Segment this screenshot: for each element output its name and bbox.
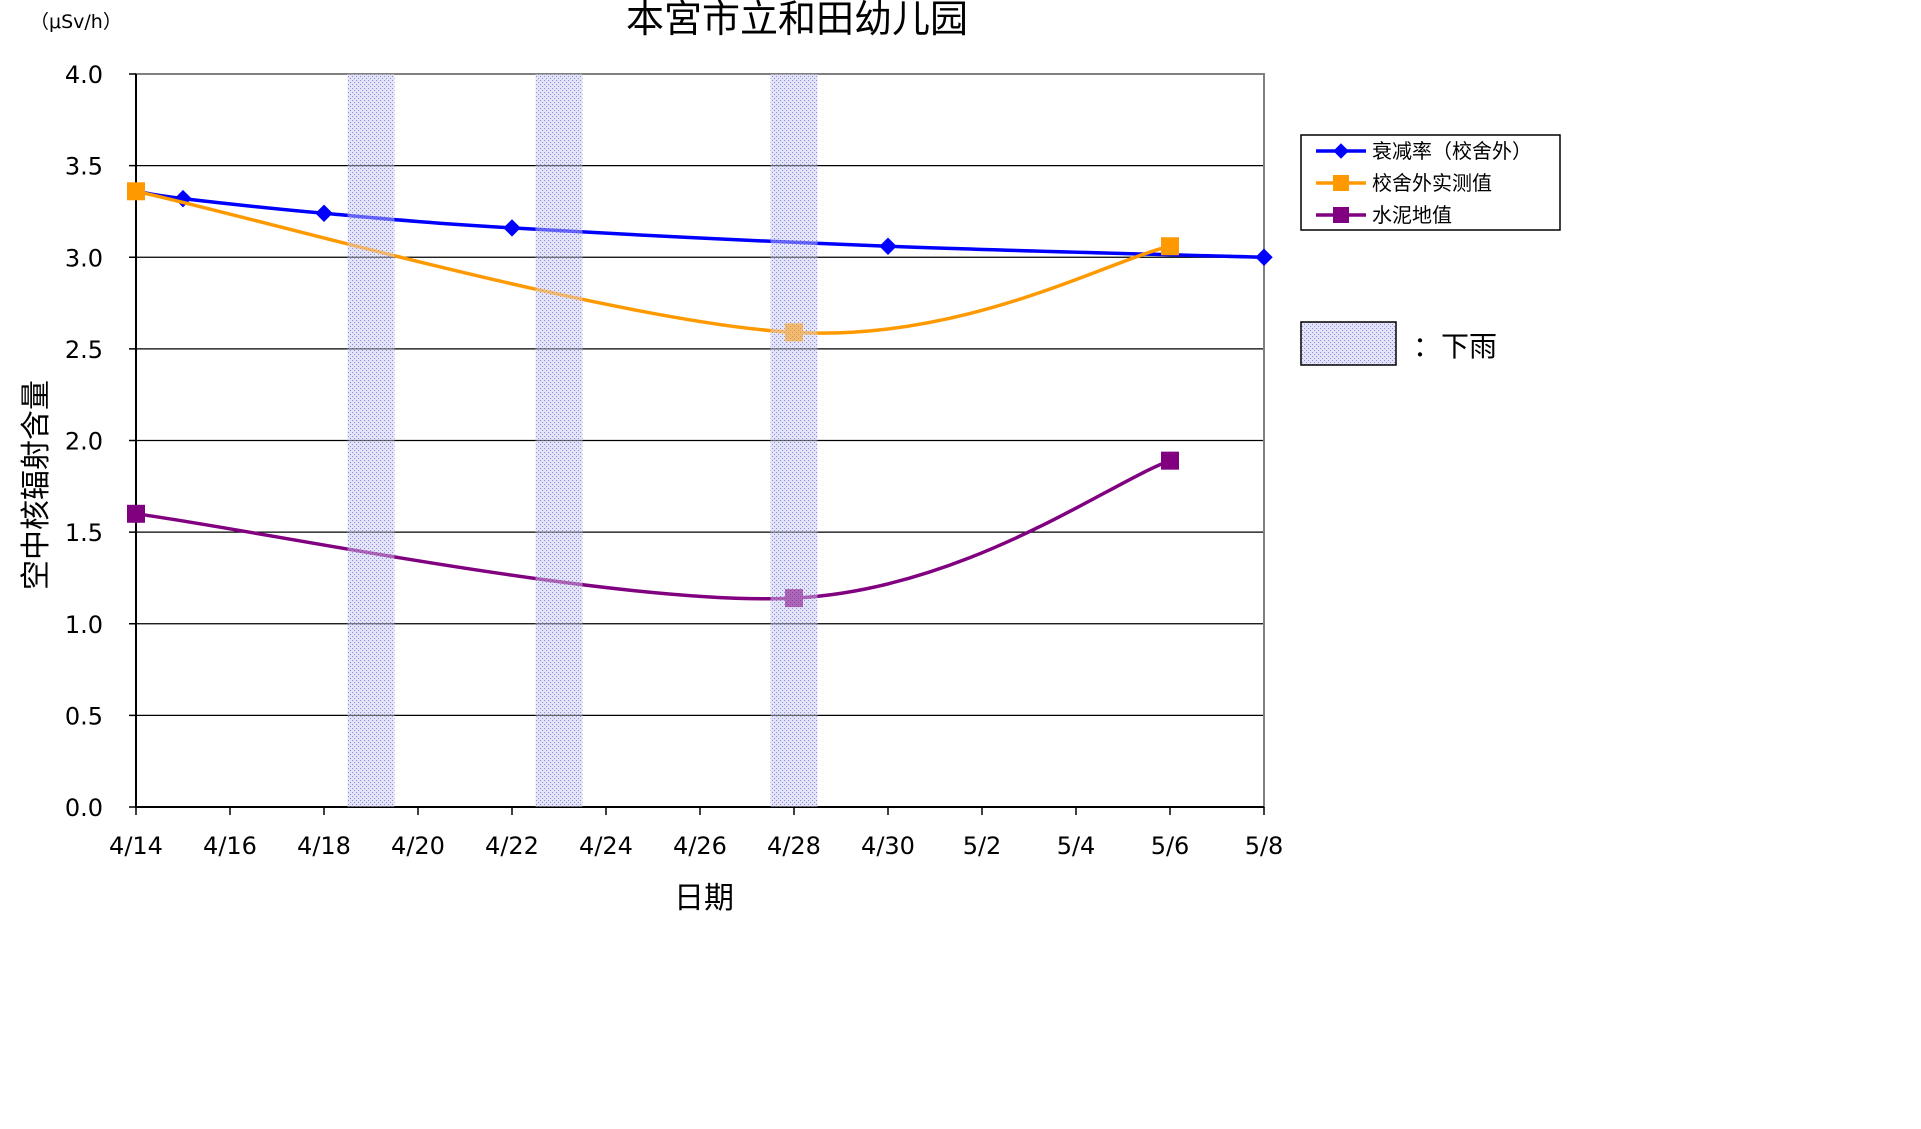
x-axis-title: 日期 — [674, 881, 734, 916]
gridlines — [136, 165, 1264, 716]
x-tick-label-4-30: 4/30 — [861, 832, 915, 860]
x-tick-label-4-24: 4/24 — [579, 832, 633, 860]
x-tick-label-5-4: 5/4 — [1057, 832, 1096, 860]
series-2-point-1 — [127, 182, 145, 201]
y-tick-label-1-5: 1.5 — [65, 519, 103, 547]
legend-marker-1 — [1333, 143, 1349, 159]
y-tick-label-0-5: 0.5 — [65, 702, 103, 730]
rain-overlay-3 — [770, 74, 818, 807]
series-line-3 — [135, 459, 1171, 601]
y-ticks: 0.0 0.5 1.0 1.5 2.0 2.5 3.0 3.5 4.0 — [65, 61, 136, 822]
y-tick-label-3-0: 3.0 — [65, 244, 103, 272]
x-tick-label-4-20: 4/20 — [391, 832, 445, 860]
rain-legend-swatch — [1300, 321, 1397, 366]
legend-label-2: 校舍外实测值 — [1372, 171, 1492, 195]
chart-title: 本宮市立和田幼儿园 — [626, 0, 968, 41]
y-tick-label-0-0: 0.0 — [65, 794, 103, 822]
rain-legend: ：下雨 — [1300, 321, 1497, 366]
series-2-point-3 — [1161, 237, 1179, 256]
x-tick-label-4-16: 4/16 — [203, 832, 257, 860]
y-axis-title: 空中核辐射含量 — [19, 380, 54, 590]
legend-label-3: 水泥地值 — [1372, 203, 1452, 227]
series — [127, 74, 1273, 807]
series-line-1 — [135, 189, 1265, 259]
y-tick-label-2-0: 2.0 — [65, 428, 103, 456]
series-1 — [127, 182, 1273, 266]
rain-overlay-2 — [535, 74, 583, 807]
series-1-point-3 — [315, 204, 333, 222]
legend-label-1: 衰减率（校舍外） — [1372, 139, 1532, 163]
chart: （μSv/h） 本宮市立和田幼儿园 0.0 0.5 1.0 1.5 2.0 2.5 3.0 3… — [19, 0, 1561, 916]
x-tick-label-4-14: 4/14 — [109, 832, 163, 860]
series-1-point-4 — [503, 219, 521, 237]
unit-label: （μSv/h） — [30, 11, 122, 33]
series-1-point-6 — [1255, 248, 1273, 266]
series-2 — [127, 182, 1179, 342]
y-tick-label-2-5: 2.5 — [65, 336, 103, 364]
legend-marker-2 — [1333, 175, 1349, 191]
x-tick-label-4-18: 4/18 — [297, 832, 351, 860]
series-3-point-3 — [1161, 451, 1179, 470]
y-tick-label-1-0: 1.0 — [65, 611, 103, 639]
x-tick-label-4-28: 4/28 — [767, 832, 821, 860]
x-tick-label-4-22: 4/22 — [485, 832, 539, 860]
x-ticks: 4/14 4/16 4/18 4/20 4/22 4/24 4/26 4/28 4/30 5/2 5… — [109, 807, 1283, 860]
rain-overlay-1 — [347, 74, 395, 807]
y-tick-label-4-0: 4.0 — [65, 61, 103, 89]
x-tick-label-5-8: 5/8 — [1245, 832, 1284, 860]
y-tick-label-3-5: 3.5 — [65, 153, 103, 181]
x-tick-label-4-26: 4/26 — [673, 832, 727, 860]
legend-marker-3 — [1333, 207, 1349, 223]
rain-legend-label: ：下雨 — [1413, 330, 1497, 363]
series-3 — [127, 451, 1179, 608]
x-tick-label-5-6: 5/6 — [1151, 832, 1190, 860]
series-3-point-1 — [127, 504, 145, 523]
series-line-2 — [135, 189, 1171, 335]
series-1-point-5 — [879, 237, 897, 255]
x-tick-label-5-2: 5/2 — [963, 832, 1002, 860]
